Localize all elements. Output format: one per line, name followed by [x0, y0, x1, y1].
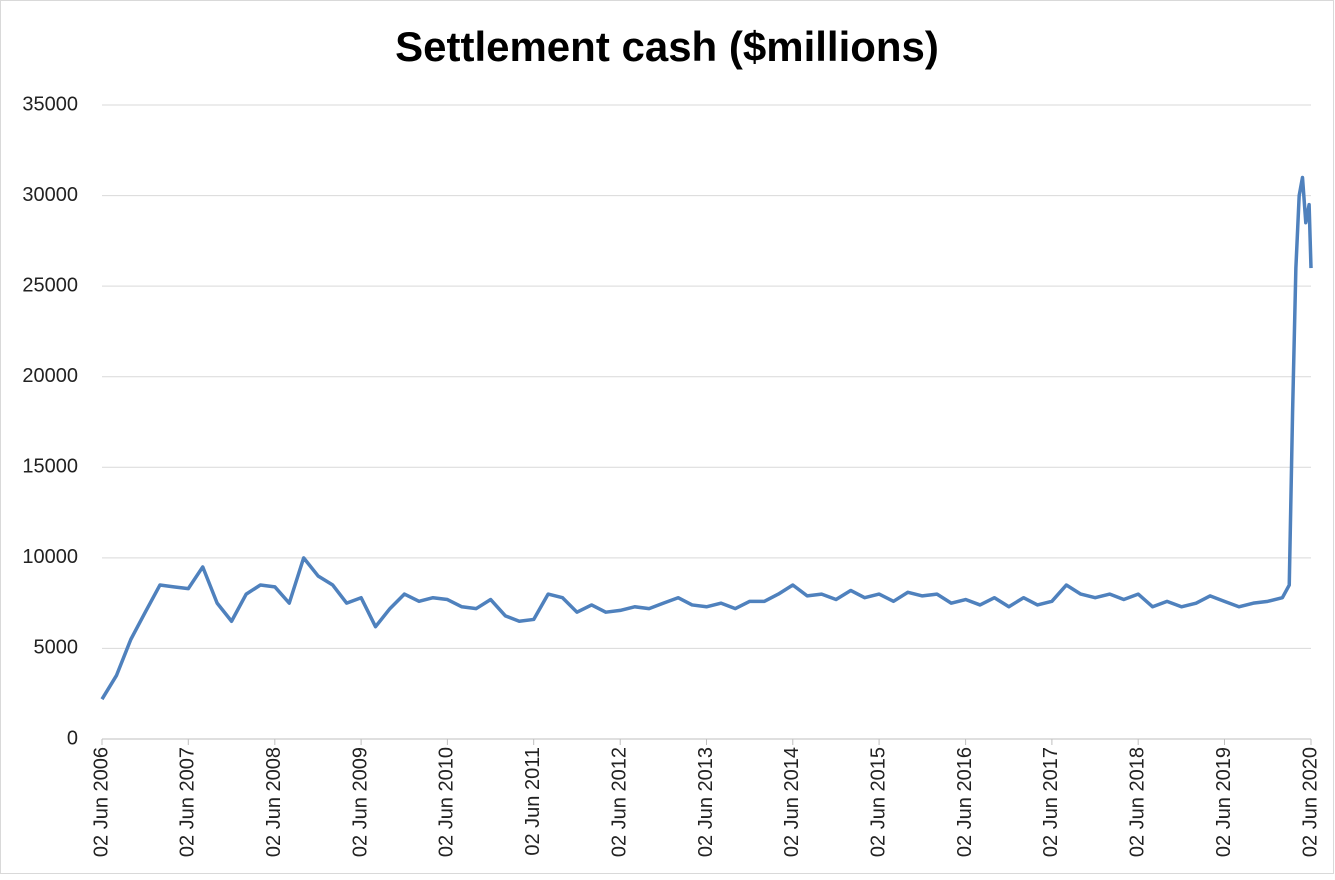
- x-tick-label: 02 Jun 2016: [954, 747, 976, 857]
- x-tick-label: 02 Jun 2018: [1126, 747, 1148, 857]
- x-tick-label: 02 Jun 2012: [608, 747, 630, 857]
- y-tick-label: 20000: [22, 365, 78, 387]
- y-tick-label: 0: [67, 727, 78, 749]
- chart-title: Settlement cash ($millions): [395, 23, 939, 70]
- y-tick-label: 5000: [34, 637, 79, 659]
- y-tick-label: 25000: [22, 274, 78, 296]
- y-tick-label: 10000: [22, 546, 78, 568]
- x-tick-label: 02 Jun 2019: [1213, 747, 1235, 857]
- x-tick-label: 02 Jun 2008: [263, 747, 285, 857]
- x-tick-label: 02 Jun 2014: [781, 747, 803, 857]
- y-tick-label: 35000: [22, 93, 78, 115]
- data-line: [100, 175, 1313, 701]
- x-tick-label: 02 Jun 2006: [90, 747, 112, 857]
- y-tick-label: 30000: [22, 184, 78, 206]
- x-tick-label: 02 Jun 2017: [1040, 747, 1062, 857]
- x-tick-label: 02 Jun 2015: [867, 747, 889, 857]
- y-tick-label: 15000: [22, 456, 78, 478]
- x-tick-label: 02 Jun 2007: [177, 747, 199, 857]
- x-tick-label: 02 Jun 2009: [349, 747, 371, 857]
- x-tick-label: 02 Jun 2013: [695, 747, 717, 857]
- x-tick-label: 02 Jun 2011: [522, 747, 544, 856]
- x-tick-label: 02 Jun 2020: [1299, 747, 1321, 857]
- x-tick-label: 02 Jun 2010: [436, 747, 458, 857]
